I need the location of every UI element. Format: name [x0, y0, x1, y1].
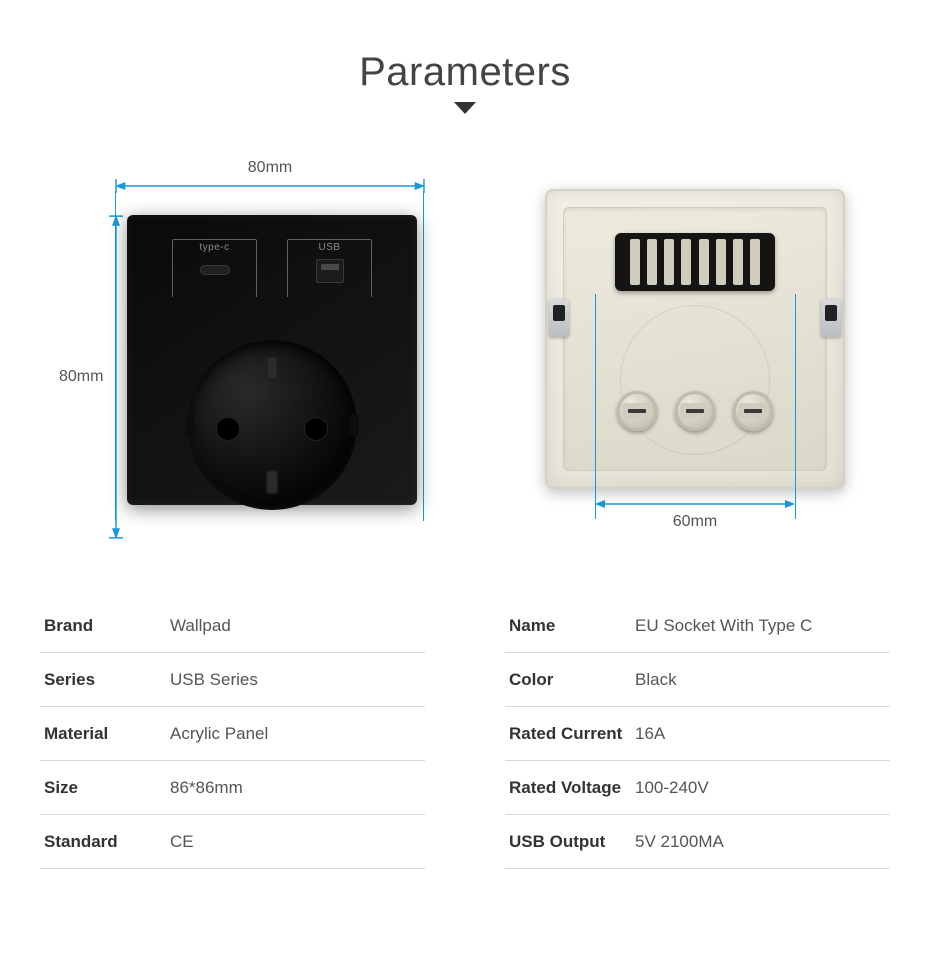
- vent-grill: [615, 233, 775, 291]
- earth-pin-bottom: [266, 470, 278, 494]
- back-figure: 60mm: [525, 159, 865, 539]
- socket-notch-left: [185, 414, 195, 436]
- usb-a-port: USB: [287, 239, 372, 297]
- earth-pin-top: [266, 356, 278, 380]
- back-panel: [545, 189, 845, 489]
- spec-label: USB Output: [505, 832, 635, 852]
- spec-table-right: NameEU Socket With Type CColorBlackRated…: [505, 599, 890, 869]
- spec-row: SeriesUSB Series: [40, 653, 425, 707]
- spec-value: Black: [635, 670, 677, 690]
- back-panel-inner: [563, 207, 827, 471]
- spec-label: Rated Current: [505, 724, 635, 744]
- title-block: Parameters: [30, 50, 900, 119]
- spec-row: MaterialAcrylic Panel: [40, 707, 425, 761]
- chevron-down-icon: [454, 101, 476, 119]
- eu-socket: [187, 340, 357, 510]
- spec-row: NameEU Socket With Type C: [505, 599, 890, 653]
- spec-row: Rated Current16A: [505, 707, 890, 761]
- usb-a-label: USB: [288, 242, 371, 253]
- spec-value: 16A: [635, 724, 665, 744]
- spec-label: Name: [505, 616, 635, 636]
- spec-label: Standard: [40, 832, 170, 852]
- spec-value: USB Series: [170, 670, 258, 690]
- mount-tab-right: [821, 299, 841, 337]
- spec-value: EU Socket With Type C: [635, 616, 812, 636]
- spec-label: Size: [40, 778, 170, 798]
- dimension-bottom-label: 60mm: [595, 513, 795, 531]
- spec-row: StandardCE: [40, 815, 425, 869]
- spec-label: Color: [505, 670, 635, 690]
- spec-value: 100-240V: [635, 778, 709, 798]
- pinhole-right: [305, 418, 327, 440]
- page: Parameters 80mm: [0, 0, 930, 869]
- usb-region: type-c USB: [172, 239, 372, 297]
- dimension-left-label: 80mm: [59, 368, 103, 386]
- type-c-port: type-c: [172, 239, 257, 297]
- terminal-row: [617, 391, 773, 431]
- spec-value: CE: [170, 832, 194, 852]
- socket-notch-right: [349, 414, 359, 436]
- spec-value: Acrylic Panel: [170, 724, 268, 744]
- dimension-top-label: 80mm: [115, 159, 425, 177]
- spec-value: Wallpad: [170, 616, 231, 636]
- front-figure: 80mm 80mm: [65, 159, 425, 539]
- spec-row: Size86*86mm: [40, 761, 425, 815]
- page-title: Parameters: [30, 50, 900, 95]
- spec-label: Rated Voltage: [505, 778, 635, 798]
- spec-table-left: BrandWallpadSeriesUSB SeriesMaterialAcry…: [40, 599, 425, 869]
- dimension-left: 80mm: [65, 215, 125, 539]
- dimension-bottom-line: [595, 497, 795, 511]
- dimension-guide-right: [423, 191, 424, 521]
- spec-tables: BrandWallpadSeriesUSB SeriesMaterialAcry…: [30, 599, 900, 869]
- spec-label: Brand: [40, 616, 170, 636]
- spec-label: Series: [40, 670, 170, 690]
- spec-row: USB Output5V 2100MA: [505, 815, 890, 869]
- dimension-top-line: [115, 179, 425, 193]
- spec-value: 5V 2100MA: [635, 832, 724, 852]
- dimension-bottom: 60mm: [595, 497, 795, 531]
- spec-row: BrandWallpad: [40, 599, 425, 653]
- spec-row: Rated Voltage100-240V: [505, 761, 890, 815]
- dimension-left-line: [109, 215, 123, 539]
- dimension-guide-back-right: [795, 294, 796, 519]
- mount-tab-left: [549, 299, 569, 337]
- usb-a-icon: [316, 259, 344, 283]
- dimension-guide-back-left: [595, 294, 596, 519]
- front-panel: type-c USB: [127, 215, 417, 505]
- type-c-label: type-c: [173, 242, 256, 253]
- spec-label: Material: [40, 724, 170, 744]
- pinhole-left: [217, 418, 239, 440]
- terminal-n: [733, 391, 773, 431]
- back-circle-outline: [620, 305, 770, 455]
- terminal-l: [617, 391, 657, 431]
- dimension-top: 80mm: [115, 159, 425, 199]
- terminal-e: [675, 391, 715, 431]
- spec-row: ColorBlack: [505, 653, 890, 707]
- figures-row: 80mm 80mm: [30, 159, 900, 539]
- type-c-icon: [200, 265, 230, 275]
- spec-value: 86*86mm: [170, 778, 243, 798]
